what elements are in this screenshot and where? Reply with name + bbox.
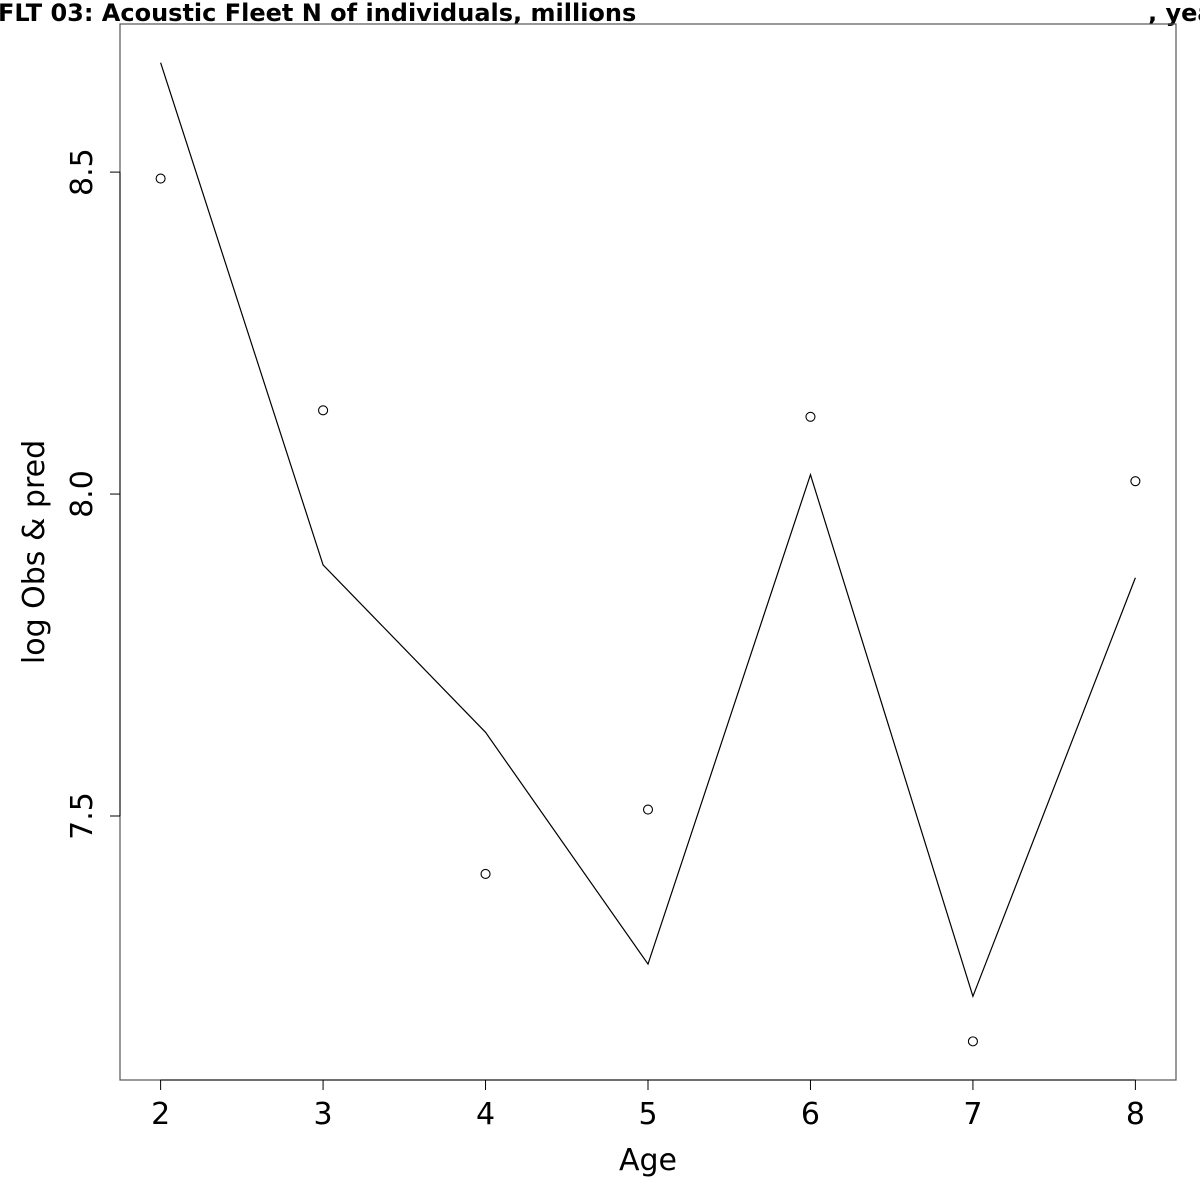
x-tick-label: 2 bbox=[151, 1097, 170, 1132]
x-tick-label: 4 bbox=[476, 1097, 495, 1132]
x-tick-label: 5 bbox=[638, 1097, 657, 1132]
x-tick-label: 3 bbox=[314, 1097, 333, 1132]
observed-points-series bbox=[155, 173, 1141, 1047]
observed-point bbox=[155, 173, 166, 184]
observed-point bbox=[967, 1036, 978, 1047]
x-axis: 2 3 4 5 6 7 8 bbox=[151, 1079, 1145, 1132]
y-tick-label: 7.5 bbox=[65, 792, 100, 840]
observed-point bbox=[1130, 476, 1141, 487]
x-tick-label: 7 bbox=[963, 1097, 982, 1132]
chart-title-suffix: , yea bbox=[1148, 0, 1200, 27]
y-axis-label: log Obs & pred bbox=[17, 440, 52, 664]
x-tick-label: 8 bbox=[1126, 1097, 1145, 1132]
observed-point bbox=[480, 868, 491, 880]
observed-point bbox=[642, 804, 654, 815]
observed-point bbox=[805, 411, 816, 422]
predicted-line-series bbox=[160, 62, 1136, 999]
x-axis-label: Age bbox=[619, 1143, 677, 1178]
plot-frame bbox=[119, 23, 1177, 1081]
y-tick-label: 8.5 bbox=[65, 148, 100, 196]
y-axis: 7.5 8.0 8.5 bbox=[65, 148, 121, 840]
observed-point bbox=[318, 405, 329, 416]
y-tick-label: 8.0 bbox=[65, 470, 100, 518]
x-tick-label: 6 bbox=[801, 1097, 820, 1132]
predicted-line bbox=[160, 62, 1136, 999]
chart-title: FLT 03: Acoustic Fleet N of individuals,… bbox=[0, 0, 636, 27]
